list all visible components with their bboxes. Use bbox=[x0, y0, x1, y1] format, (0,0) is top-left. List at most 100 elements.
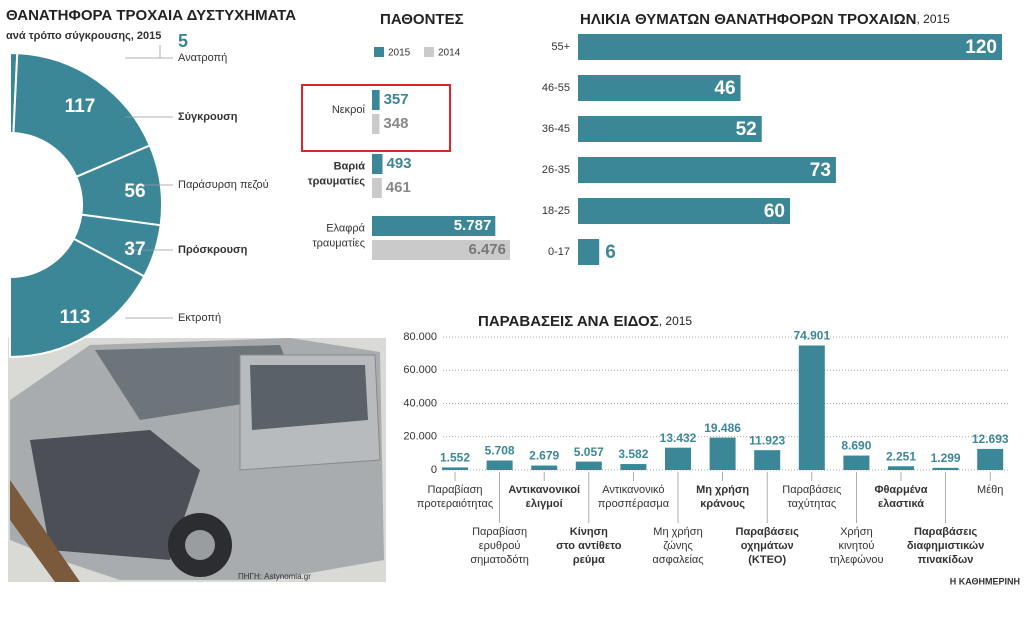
bar bbox=[578, 198, 790, 224]
bar bbox=[620, 464, 647, 470]
bar bbox=[798, 345, 825, 470]
category-label: στο αντίθετο bbox=[556, 540, 622, 552]
value-label: 6 bbox=[605, 242, 616, 263]
chart-title: ΗΛΙΚΙΑ ΘΥΜΑΤΩΝ ΘΑΝΑΤΗΦΟΡΩΝ ΤΡΟΧΑΙΩΝ, 201… bbox=[580, 11, 950, 28]
chart-title: ΠΑΘΟΝΤΕΣ bbox=[380, 11, 464, 28]
category-label: Αντικανονικό bbox=[602, 484, 664, 496]
category-label: Παραβίαση bbox=[428, 484, 483, 496]
category-label: Παραβίαση bbox=[472, 526, 527, 538]
category-label: κράνους bbox=[700, 498, 745, 510]
category-label: 18-25 bbox=[542, 205, 570, 217]
value-label: 348 bbox=[383, 115, 408, 132]
value-label: 3.582 bbox=[618, 447, 648, 461]
bar bbox=[843, 455, 870, 470]
category-label: Παραβάσεις bbox=[736, 526, 800, 538]
bar bbox=[486, 460, 513, 470]
value-label: 2.679 bbox=[529, 449, 559, 463]
category-label: Παραβάσεις bbox=[782, 484, 841, 496]
bar bbox=[977, 448, 1004, 470]
value-label: 11.923 bbox=[749, 433, 785, 447]
title-main: ΠΑΘΟΝΤΕΣ bbox=[380, 11, 464, 28]
category-label: 26-35 bbox=[542, 164, 570, 176]
y-tick-label: 40.000 bbox=[403, 397, 437, 409]
bar bbox=[372, 154, 383, 174]
legend-label: 2014 bbox=[438, 48, 461, 59]
value-label: 74.901 bbox=[793, 329, 830, 343]
value-label: 73 bbox=[810, 160, 831, 181]
category-label: ερυθρού bbox=[479, 540, 521, 552]
category-label: Φθαρμένα bbox=[874, 484, 927, 496]
value-label: 5.787 bbox=[454, 217, 492, 234]
donut-segment bbox=[12, 52, 152, 179]
value-label: 13.432 bbox=[660, 431, 697, 445]
value-label: 52 bbox=[736, 119, 757, 140]
category-label: διαφημιστικών bbox=[907, 540, 985, 552]
bar bbox=[372, 114, 380, 134]
bar bbox=[754, 450, 781, 470]
bar bbox=[372, 216, 496, 236]
legend-swatch bbox=[424, 47, 434, 57]
segment-label: Σύγκρουση bbox=[178, 111, 238, 123]
legend-label: 2015 bbox=[388, 48, 411, 59]
category-label: Μη χρήση bbox=[696, 484, 749, 496]
category-label: Νεκροί bbox=[332, 104, 366, 116]
bar bbox=[932, 467, 959, 470]
title-main: ΗΛΙΚΙΑ ΘΥΜΑΤΩΝ ΘΑΝΑΤΗΦΟΡΩΝ ΤΡΟΧΑΙΩΝ bbox=[580, 11, 916, 28]
category-label: Αντικανονικοί bbox=[508, 484, 580, 496]
category-label: τραυματίες bbox=[308, 175, 366, 187]
segment-label: Πρόσκρουση bbox=[178, 244, 248, 256]
category-label: ασφαλείας bbox=[652, 554, 703, 566]
y-tick-label: 80.000 bbox=[403, 331, 437, 343]
category-label: 0-17 bbox=[548, 246, 570, 258]
bar bbox=[442, 467, 468, 470]
category-label: Βαριά bbox=[334, 160, 366, 172]
bar bbox=[372, 90, 380, 110]
value-label: 2.251 bbox=[886, 449, 916, 463]
category-label: τηλεφώνου bbox=[829, 554, 883, 566]
y-tick-label: 60.000 bbox=[403, 364, 437, 376]
category-label: Μέθη bbox=[977, 484, 1003, 496]
value-label: 5.057 bbox=[574, 445, 604, 459]
value-label: 120 bbox=[965, 37, 997, 58]
category-label: Κίνηση bbox=[570, 526, 608, 538]
title-suffix: , 2015 bbox=[916, 12, 950, 26]
value-label: 113 bbox=[60, 307, 91, 328]
category-label: Παραβάσεις bbox=[914, 526, 978, 538]
value-label: 357 bbox=[384, 91, 409, 108]
legend-swatch bbox=[374, 47, 384, 57]
category-label: ρεύμα bbox=[573, 554, 605, 566]
value-label: 117 bbox=[65, 96, 96, 117]
bar bbox=[888, 466, 914, 470]
chart-title: ΘΑΝΑΤΗΦΟΡΑ ΤΡΟΧΑΙΑ ΔΥΣΤΥΧΗΜΑΤΑ bbox=[6, 7, 296, 24]
category-label: 55+ bbox=[551, 41, 570, 53]
highlight-box bbox=[301, 84, 451, 152]
bar bbox=[372, 240, 510, 260]
value-label: 19.486 bbox=[704, 421, 741, 435]
bar bbox=[578, 34, 1002, 60]
bar bbox=[578, 157, 836, 183]
bar bbox=[709, 437, 736, 470]
bar bbox=[575, 461, 602, 470]
category-label: προσπέρασμα bbox=[598, 498, 670, 510]
value-label: 12.693 bbox=[972, 432, 1009, 446]
category-label: σηματοδότη bbox=[470, 554, 528, 566]
donut-segment bbox=[9, 237, 146, 359]
category-label: (ΚΤΕΟ) bbox=[748, 554, 786, 566]
category-label: Χρήση bbox=[840, 526, 873, 538]
bar bbox=[665, 447, 691, 470]
value-label: 5.708 bbox=[485, 444, 515, 458]
value-label: 461 bbox=[386, 179, 411, 196]
category-label: ελαστικά bbox=[878, 498, 924, 510]
category-label: ελιγμοί bbox=[526, 498, 563, 510]
y-tick-label: 20.000 bbox=[403, 431, 437, 443]
value-label: 46 bbox=[714, 78, 735, 99]
category-label: 46-55 bbox=[542, 82, 570, 94]
category-label: κινητού bbox=[838, 540, 874, 552]
value-label: 60 bbox=[764, 201, 785, 222]
category-label: Μη χρήση bbox=[653, 526, 702, 538]
segment-label: Εκτροπή bbox=[178, 312, 221, 324]
bar bbox=[578, 116, 762, 142]
chart-title: ΠΑΡΑΒΑΣΕΙΣ ΑΝΑ ΕΙΔΟΣ, 2015 bbox=[478, 313, 692, 330]
value-label: 8.690 bbox=[841, 439, 871, 453]
